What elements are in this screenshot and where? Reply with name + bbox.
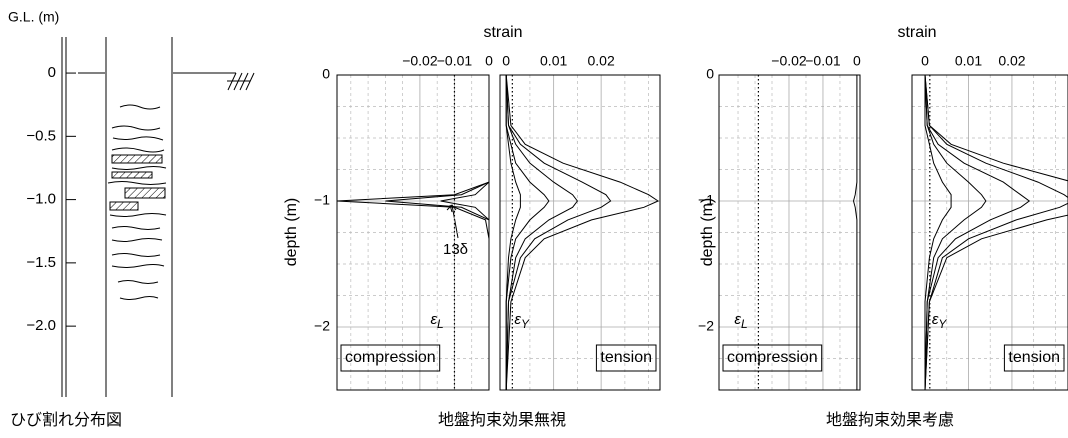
y-tick-label: −1.0 (26, 191, 56, 208)
y-tick-label: −2 (698, 318, 714, 334)
crack-zone (124, 187, 166, 199)
x-tick-label: 0 (485, 53, 493, 69)
crack-zone (111, 154, 163, 164)
strain-profile (505, 75, 660, 390)
y-tick-label: −1.5 (26, 254, 56, 271)
y-tick-label: −0.5 (26, 127, 56, 144)
caption: 地盤拘束効果考慮 (826, 411, 954, 429)
panel-name-box (722, 344, 823, 372)
annotation: 13δ (443, 241, 468, 258)
borehole (61, 37, 255, 397)
strain-profile (505, 75, 521, 390)
chart-title: strain (897, 24, 936, 41)
y-tick-label: 0 (322, 66, 330, 82)
x-tick-label: 0.01 (540, 53, 567, 69)
crack-zone (111, 171, 153, 179)
panel-name-box (1003, 344, 1065, 372)
plot-frame (911, 74, 1068, 391)
caption: ひび割れ分布図 (10, 411, 122, 429)
y-tick-label: −1 (314, 192, 330, 208)
strain-profile (505, 75, 550, 390)
panel-name-box (595, 344, 657, 372)
reference-label: εY (514, 311, 530, 331)
symbol: ε (734, 311, 741, 328)
strain-profile (924, 75, 1031, 390)
y-tick-label: 0 (48, 64, 56, 81)
panel-name: tension (1008, 349, 1060, 366)
series-group (505, 75, 660, 390)
reference-label: εY (932, 311, 948, 331)
reference-label: εL (734, 311, 747, 331)
strain-profile (337, 75, 489, 390)
subscript: Y (521, 317, 530, 331)
strain-profile (924, 75, 987, 390)
x-tick-label: −0.02 (402, 53, 438, 69)
x-tick-label: 0.02 (588, 53, 615, 69)
strain-profile (924, 75, 1068, 390)
y-axis-label: depth (m) (283, 198, 300, 266)
strain-profile (852, 75, 858, 390)
symbol: ε (514, 311, 521, 328)
panel-name: tension (600, 349, 652, 366)
symbol: ε (430, 311, 437, 328)
strain-profile (924, 75, 952, 390)
strain-profile (385, 75, 489, 390)
crack-zone (109, 201, 139, 211)
series-group (924, 75, 1068, 390)
strain-profile (924, 75, 1068, 390)
x-tick-label: −0.01 (805, 53, 841, 69)
cracks (107, 104, 167, 300)
y-tick-label: −2.0 (26, 317, 56, 334)
annotation-arrow (446, 204, 459, 239)
plot-frame (718, 74, 861, 391)
x-tick-label: 0.02 (998, 53, 1025, 69)
plot-frame (499, 74, 661, 391)
panel-name-box (340, 344, 441, 372)
strain-profile (505, 75, 612, 390)
series-group (852, 75, 858, 390)
strain-profile (505, 75, 579, 390)
x-tick-label: −0.01 (437, 53, 473, 69)
x-tick-label: 0 (853, 53, 861, 69)
reference-label: εL (430, 311, 443, 331)
subscript: L (437, 317, 444, 331)
y-axis-label: G.L. (m) (8, 9, 59, 25)
subscript: Y (938, 317, 947, 331)
panel-name: compression (727, 349, 818, 366)
y-axis-label: depth (m) (699, 198, 716, 266)
y-tick-label: 0 (706, 66, 714, 82)
symbol: ε (932, 311, 939, 328)
subscript: L (741, 317, 748, 331)
chart-title: strain (483, 24, 522, 41)
panel-name: compression (345, 349, 436, 366)
x-tick-label: −0.02 (771, 53, 807, 69)
y-tick-label: −1 (698, 192, 714, 208)
caption: 地盤拘束効果無視 (438, 411, 566, 429)
y-tick-label: −2 (314, 318, 330, 334)
strain-profile (440, 75, 489, 390)
x-tick-label: 0.01 (955, 53, 982, 69)
x-tick-label: 0 (921, 53, 929, 69)
series-group (337, 75, 489, 390)
x-tick-label: 0 (502, 53, 510, 69)
plot-frame (336, 74, 490, 391)
